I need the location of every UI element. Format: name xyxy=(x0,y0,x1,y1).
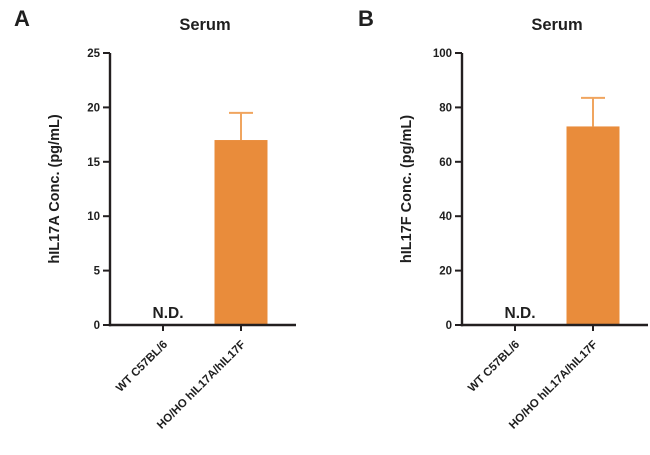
y-tick-label: 25 xyxy=(87,48,100,60)
bar xyxy=(566,126,620,325)
nd-label: N.D. xyxy=(153,305,184,322)
y-tick-label: 100 xyxy=(433,48,452,60)
chart-A: N.D. 0 5 10 15 20 25 WT C57BL/6HO/HO hIL17A/hIL… xyxy=(14,6,296,432)
y-axis-label: hIL17F Conc. (pg/mL) xyxy=(399,115,415,263)
y-tick-label: 80 xyxy=(439,102,452,114)
nd-label: N.D. xyxy=(505,305,536,322)
y-tick-label: 5 xyxy=(94,266,101,278)
x-category-label: WT C57BL/6 xyxy=(466,339,522,395)
y-tick-label: 20 xyxy=(87,102,100,114)
panel-letter: B xyxy=(358,6,374,31)
y-axis-label: hIL17A Conc. (pg/mL) xyxy=(47,114,63,263)
y-tick-label: 60 xyxy=(439,157,452,169)
y-tick-label: 10 xyxy=(87,211,100,223)
chart-title: Serum xyxy=(531,16,582,34)
chart-title: Serum xyxy=(179,16,230,34)
y-tick-label: 40 xyxy=(439,211,452,223)
bar xyxy=(214,140,268,325)
y-tick-label: 20 xyxy=(439,266,452,278)
x-category-label: HO/HO hIL17A/hIL17F xyxy=(155,339,248,432)
chart-B: N.D. 0 20 40 60 80 100 WT C57BL/6HO/HO hIL17A/h… xyxy=(358,6,648,432)
y-tick-label: 0 xyxy=(446,320,452,332)
y-tick-label: 15 xyxy=(87,157,100,169)
panel-b: N.D. 0 20 40 60 80 100 WT C57BL/6 HO/HO hIL17A/h… xyxy=(325,0,650,455)
panel-a: N.D. 0 5 10 15 20 25 WT C57BL/6 HO/HO hIL17A/hIL… xyxy=(14,6,296,432)
x-category-label: HO/HO hIL17A/hIL17F xyxy=(507,339,600,432)
x-category-label: WT C57BL/6 xyxy=(114,339,170,395)
panel-letter: A xyxy=(14,6,30,31)
y-tick-label: 0 xyxy=(94,320,100,332)
